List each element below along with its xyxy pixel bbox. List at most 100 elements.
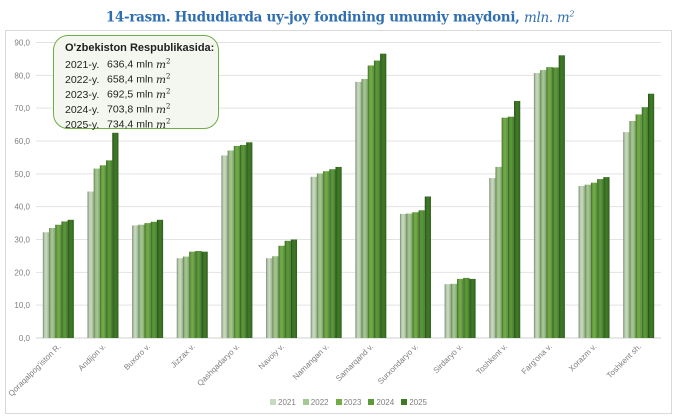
callout-row: 2021-y. 636,4 mln m2 (65, 56, 218, 71)
bar-2021 (444, 284, 451, 338)
bar-2022 (272, 256, 279, 338)
callout-value: 703,8 mln (107, 103, 157, 116)
bar-2023 (635, 114, 642, 338)
bar-series (42, 53, 655, 339)
callout-unit: m2 (156, 117, 171, 131)
bar-2023 (233, 145, 240, 338)
bar-2021 (623, 132, 630, 338)
bar-2021 (221, 155, 228, 338)
bar-2025 (290, 239, 298, 338)
bar-2024 (552, 67, 559, 338)
x-tick-label: Farg'ona v. (520, 342, 554, 376)
bar-2024 (239, 144, 247, 338)
y-tick-label: 20,0 (14, 268, 30, 277)
bar-2024 (463, 277, 470, 338)
legend-swatch (335, 399, 342, 405)
callout-unit-text: m (156, 88, 166, 101)
bar-2022 (450, 283, 458, 338)
bar-2021 (310, 176, 317, 338)
y-tick-label: 50,0 (14, 170, 30, 179)
legend-label: 2022 (310, 397, 329, 407)
bar-2025 (647, 93, 655, 338)
callout-year: 2024-y. (65, 103, 100, 116)
bar-2025 (246, 142, 253, 338)
x-tick-label: Qoraqalpog'iston R. (7, 342, 63, 398)
bar-2025 (469, 278, 476, 338)
callout-value: 734,4 mln (107, 118, 157, 131)
bar-2021 (489, 178, 496, 338)
callout-row: 2024-y. 703,8 mln m2 (65, 101, 218, 116)
callout-unit: m2 (156, 102, 170, 116)
legend-label: 2021 (278, 397, 296, 407)
bar-2022 (182, 256, 190, 338)
bar-2025 (335, 166, 342, 338)
callout-unit: m2 (156, 87, 170, 101)
bar-2022 (629, 120, 636, 338)
bar-2023 (367, 65, 374, 338)
bar-2025 (558, 55, 565, 339)
bar-2024 (597, 179, 604, 338)
x-tick-label: Toshkent v. (475, 342, 510, 377)
x-tick-label: Toshkent sh. (605, 342, 643, 380)
callout-row: 2023-y. 692,5 mln m2 (65, 86, 218, 101)
legend-swatch (368, 399, 375, 405)
y-tick-label: 90,0 (14, 39, 30, 48)
summary-callout: O'zbekiston Respublikasida: 2021-y. 636,4… (53, 35, 219, 131)
callout-unit-text: m (156, 73, 166, 86)
legend-item-2023: 2023 (335, 397, 362, 407)
bar-2023 (501, 117, 508, 338)
bar-2023 (144, 223, 151, 338)
bar-2023 (189, 251, 196, 338)
x-tick-label: Andijon v. (77, 342, 108, 373)
bar-2025 (67, 219, 74, 338)
callout-unit-sup: 2 (166, 117, 171, 126)
callout-year: 2021-y. (65, 58, 100, 71)
callout-unit-sup: 2 (166, 57, 171, 65)
legend-item-2022: 2022 (302, 397, 329, 407)
legend-label: 2024 (376, 397, 395, 407)
y-tick-label: 0,0 (19, 334, 31, 343)
callout-year: 2022-y. (65, 73, 100, 86)
callout-unit-sup: 2 (166, 72, 171, 81)
legend-label: 2023 (343, 397, 362, 407)
bar-2024 (61, 221, 68, 338)
bar-2023 (457, 278, 464, 338)
x-tick-label: Jizzax v. (169, 342, 197, 370)
callout-unit: m2 (156, 57, 171, 71)
bar-2022 (49, 228, 56, 338)
chart-title: 14-rasm. Hududlarda uy-joy fondining umu… (0, 9, 680, 26)
x-tick-label: Sirdaryo v. (432, 342, 465, 375)
bar-2021 (355, 81, 362, 339)
y-tick-label: 40,0 (14, 203, 30, 212)
bar-2022 (138, 224, 145, 338)
bar-2021 (266, 258, 273, 338)
bar-2021 (399, 213, 407, 338)
bar-2024 (373, 60, 381, 339)
bar-2021 (42, 232, 50, 338)
bar-2022 (93, 168, 100, 338)
callout-year: 2023-y. (65, 88, 100, 101)
y-tick-label: 60,0 (14, 137, 30, 146)
y-tick-label: 30,0 (14, 236, 30, 245)
x-tick-label: Navoiy v. (257, 342, 286, 371)
bar-2023 (55, 224, 62, 338)
bar-2024 (195, 250, 202, 338)
chart-title-unit-text: mln. m (523, 9, 570, 26)
callout-row: 2025-y. 734,4 mln m2 (65, 116, 218, 131)
bar-2024 (507, 116, 515, 338)
x-tick-label: Surxondaryo v. (376, 342, 420, 386)
callout-unit: m2 (156, 72, 171, 86)
x-tick-label: Xorazm v. (567, 342, 598, 373)
callout-value: 692,5 mln (107, 88, 157, 101)
callout-unit-text: m (156, 118, 166, 131)
chart-title-unit: mln. m2 (523, 9, 575, 26)
bar-2024 (150, 221, 157, 338)
callout-row: 2022-y. 658,4 mln m2 (65, 71, 218, 86)
bar-2024 (641, 107, 648, 339)
bar-2023 (412, 212, 419, 338)
legend-swatch (401, 399, 408, 405)
bar-2022 (316, 173, 324, 338)
bar-2024 (418, 210, 425, 338)
chart-title-unit-sup: 2 (569, 9, 575, 18)
